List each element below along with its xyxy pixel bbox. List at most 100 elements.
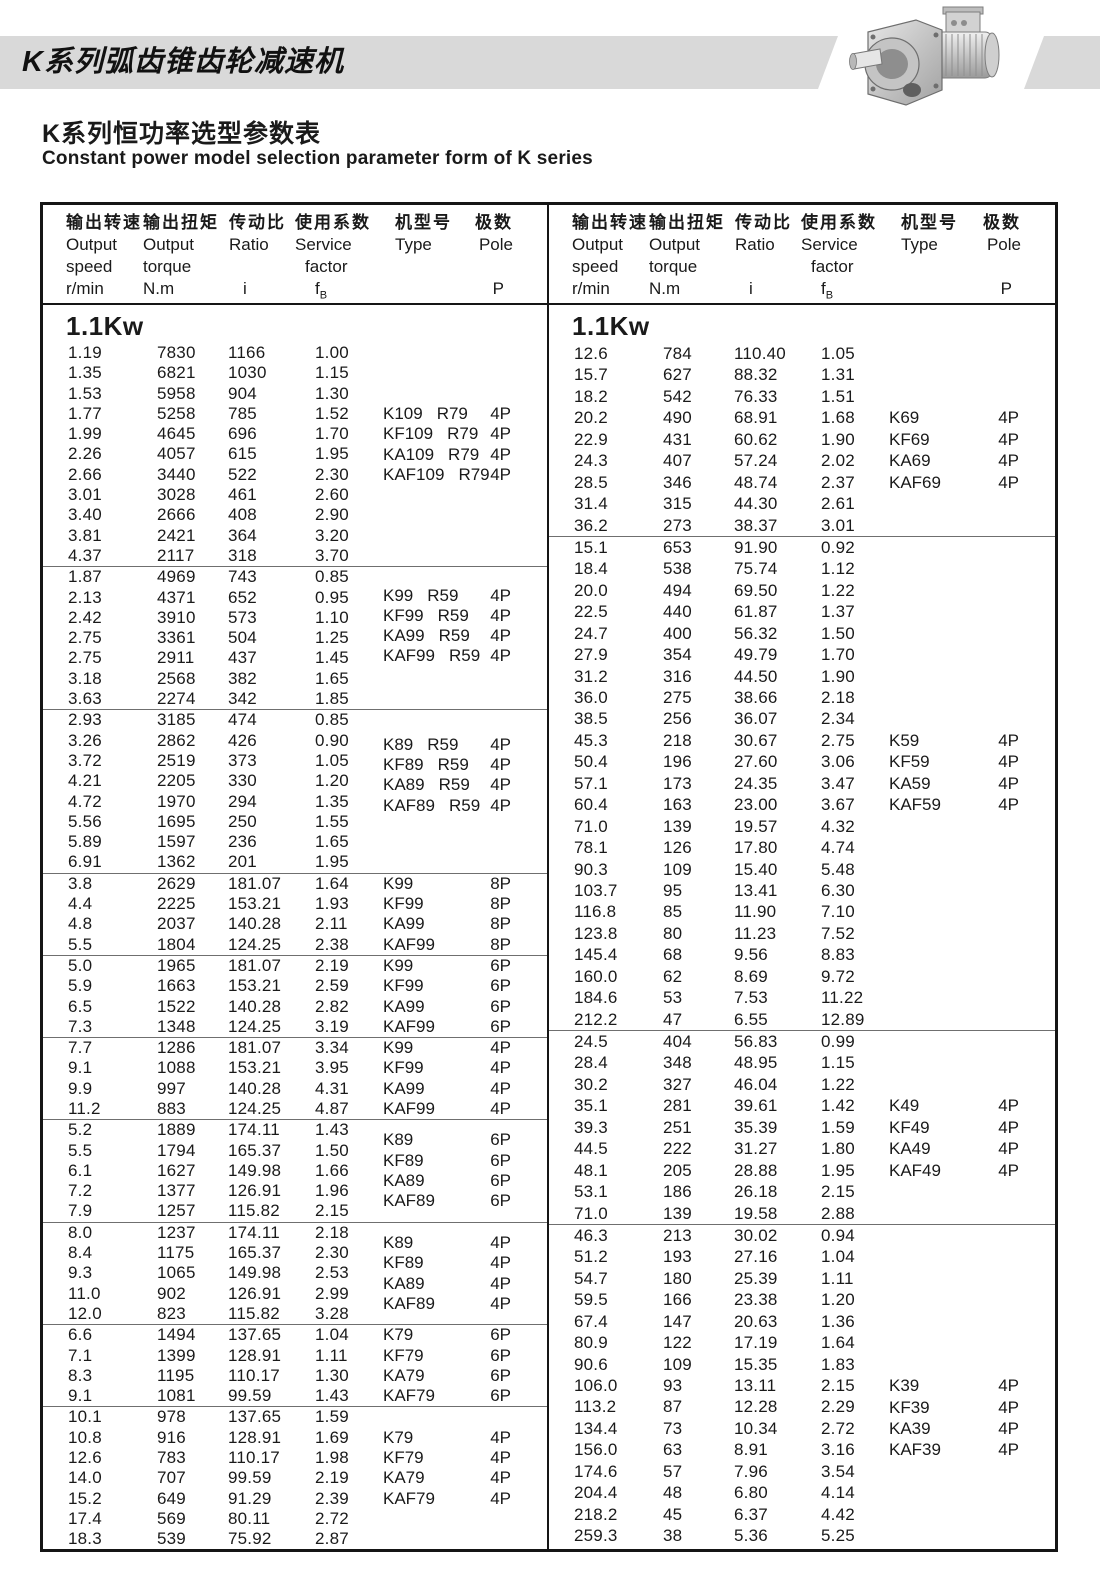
table-header-row: 输出转速 Output speed r/min 输出扭矩 Output torque N.m 传… [549, 205, 1055, 305]
cell-service-factor: 1.96 [315, 1181, 349, 1201]
cell-service-factor: 3.34 [315, 1038, 349, 1058]
header-label-en: Service [801, 235, 858, 254]
cell-ratio: 8.69 [734, 966, 768, 986]
table-row: 17.4 569 80.11 2.72 [43, 1509, 547, 1529]
cell-output-torque: 1965 [157, 955, 196, 975]
table-row: 38.5 256 36.07 2.34 [549, 708, 1055, 729]
header-col: 极数 Pole P [983, 212, 1021, 300]
table-row: 2.93 3185 474 0.85 [43, 710, 547, 730]
cell-output-speed: 11.2 [68, 1098, 101, 1118]
table-row: 80.9 122 17.19 1.64 [549, 1332, 1055, 1353]
table-row: 5.5 1804 124.25 2.38 [43, 935, 547, 955]
table-row: 3.26 2862 426 0.90 [43, 731, 547, 751]
table-row: 22.5 440 61.87 1.37 [549, 601, 1055, 622]
table-row: 18.2 542 76.33 1.51 [549, 386, 1055, 407]
cell-ratio: 140.28 [228, 996, 282, 1016]
cell-output-torque: 4371 [157, 587, 196, 607]
cell-output-speed: 1.77 [68, 403, 102, 423]
cell-output-speed: 1.35 [68, 363, 102, 383]
header-col: 机型号 Type [901, 212, 958, 256]
cell-output-speed: 28.5 [574, 472, 608, 492]
cell-output-torque: 186 [663, 1182, 692, 1202]
cell-service-factor: 1.69 [315, 1427, 349, 1447]
table-row: 4.37 2117 318 3.70 [43, 546, 547, 566]
parameter-table: 输出转速 Output speed r/min 输出扭矩 Output torque N.m 传… [40, 202, 1058, 1552]
data-block: 8.0 1237 174.11 2.18 8.4 1175 165.37 2.30 9.3 106… [43, 1221, 547, 1324]
cell-output-speed: 28.4 [574, 1053, 608, 1073]
cell-output-speed: 4.4 [68, 894, 93, 914]
cell-output-speed: 9.9 [68, 1078, 93, 1098]
cell-service-factor: 3.20 [315, 525, 349, 545]
header-label-zh: 极数 [475, 213, 513, 232]
cell-ratio: 27.16 [734, 1247, 778, 1267]
cell-service-factor: 1.43 [315, 1386, 349, 1406]
table-row: 59.5 166 23.38 1.20 [549, 1289, 1055, 1310]
cell-output-speed: 54.7 [574, 1268, 608, 1288]
cell-output-torque: 2225 [157, 894, 196, 914]
header-label-en: torque [143, 257, 192, 276]
table-row: 4.4 2225 153.21 1.93 [43, 894, 547, 914]
header-label-en [983, 256, 1021, 278]
cell-service-factor: 1.95 [821, 1160, 855, 1180]
cell-ratio: 38.37 [734, 515, 778, 535]
header-label-en: factor [811, 257, 854, 276]
header-label-en: speed [66, 257, 113, 276]
cell-service-factor: 1.83 [821, 1354, 855, 1374]
cell-output-torque: 213 [663, 1225, 692, 1245]
table-row: 11.2 883 124.25 4.87 [43, 1099, 547, 1119]
data-block: 1.87 4969 743 0.85 2.13 4371 652 0.95 2.42 3910 57… [43, 566, 547, 709]
cell-output-speed: 20.0 [574, 580, 608, 600]
table-row: 3.01 3028 461 2.60 [43, 485, 547, 505]
cell-output-speed: 31.2 [574, 666, 608, 686]
cell-service-factor: 1.51 [821, 386, 855, 406]
cell-ratio: 696 [228, 424, 257, 444]
header-label-zh: 传动比 [735, 213, 792, 232]
header-label-en: fB [821, 279, 834, 302]
table-row: 8.3 1195 110.17 1.30 [43, 1366, 547, 1386]
cell-output-torque: 68 [663, 945, 683, 965]
table-row: 10.8 916 128.91 1.69 [43, 1428, 547, 1448]
cell-output-speed: 204.4 [574, 1483, 618, 1503]
cell-output-speed: 113.2 [574, 1397, 617, 1417]
table-row: 15.2 649 91.29 2.39 [43, 1489, 547, 1509]
cell-output-torque: 2037 [157, 914, 196, 934]
table-row: 2.13 4371 652 0.95 [43, 588, 547, 608]
data-block: 1.19 7830 1166 1.00 1.35 6821 1030 1.15 1.53 5958… [43, 343, 547, 566]
cell-service-factor: 1.59 [821, 1117, 855, 1137]
cell-output-torque: 38 [663, 1526, 683, 1546]
cell-output-speed: 6.5 [68, 996, 93, 1016]
cell-ratio: 904 [228, 383, 257, 403]
cell-output-torque: 57 [663, 1461, 683, 1481]
cell-output-torque: 2205 [157, 771, 196, 791]
cell-output-torque: 109 [663, 859, 692, 879]
cell-output-speed: 7.2 [68, 1181, 93, 1201]
data-block: 46.3 213 30.02 0.94 51.2 193 27.16 1.04 54.7 180 2… [549, 1223, 1055, 1547]
table-row: 12.6 783 110.17 1.98 [43, 1448, 547, 1468]
cell-service-factor: 2.19 [315, 955, 349, 975]
cell-ratio: 99.59 [228, 1468, 272, 1488]
cell-output-speed: 51.2 [574, 1247, 608, 1267]
table-row: 8.4 1175 165.37 2.30 [43, 1243, 547, 1263]
cell-ratio: 15.40 [734, 859, 778, 879]
cell-ratio: 23.00 [734, 795, 778, 815]
cell-ratio: 17.19 [734, 1333, 778, 1353]
cell-ratio: 174.11 [228, 1120, 280, 1140]
page-banner-title: K系列弧齿锥齿轮减速机 [22, 46, 344, 78]
cell-service-factor: 2.38 [315, 934, 349, 954]
header-label-en: r/min [572, 279, 610, 298]
table-row: 8.0 1237 174.11 2.18 [43, 1223, 547, 1243]
table-row: 90.3 109 15.40 5.48 [549, 859, 1055, 880]
cell-output-torque: 539 [157, 1529, 186, 1549]
cell-output-torque: 256 [663, 709, 692, 729]
table-row: 3.63 2274 342 1.85 [43, 689, 547, 709]
cell-service-factor: 1.30 [315, 383, 349, 403]
cell-output-speed: 14.0 [68, 1468, 102, 1488]
cell-service-factor: 7.10 [821, 902, 855, 922]
header-col: 传动比 Ratio i [229, 212, 286, 300]
cell-ratio: 48.95 [734, 1053, 778, 1073]
cell-ratio: 461 [228, 485, 257, 505]
cell-ratio: 6.80 [734, 1483, 768, 1503]
cell-ratio: 6.55 [734, 1009, 768, 1029]
cell-output-speed: 3.81 [68, 525, 102, 545]
